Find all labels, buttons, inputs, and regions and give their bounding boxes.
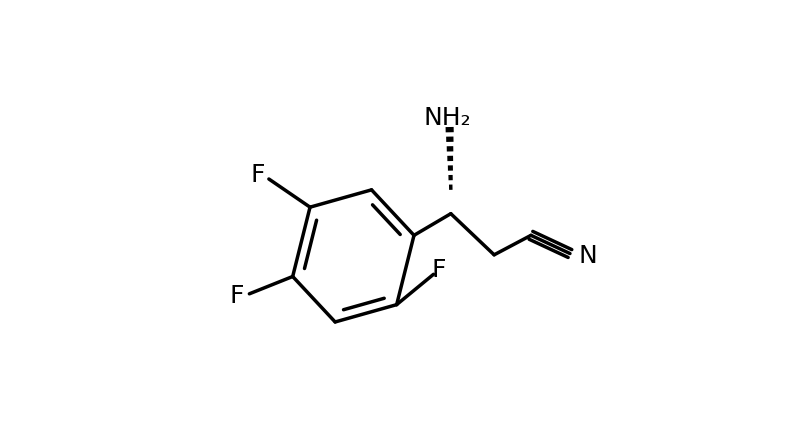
Text: N: N [578,244,597,268]
Text: F: F [250,163,265,187]
Text: F: F [230,284,245,308]
Text: F: F [431,258,446,282]
Text: NH₂: NH₂ [424,106,472,130]
